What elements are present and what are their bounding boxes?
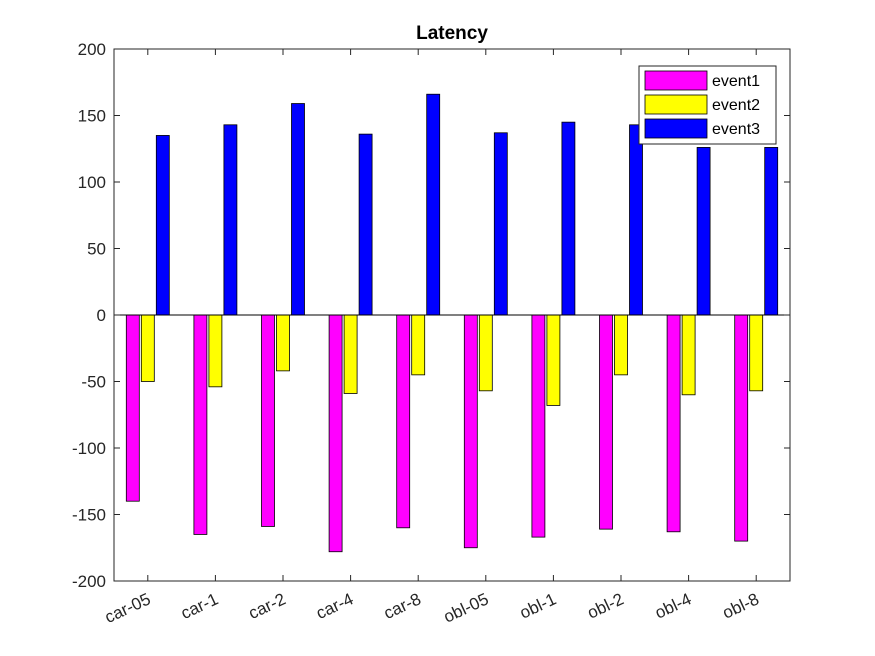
legend-swatch-event2	[644, 94, 708, 115]
bar-event1-car-4	[328, 314, 343, 553]
bar-event2-car-4	[343, 314, 358, 394]
bar-event3-car-2	[291, 103, 305, 316]
bar-event1-obl-1	[531, 314, 546, 538]
y-tick-label: 200	[78, 40, 106, 59]
bar-event1-car-1	[193, 314, 208, 535]
legend-label-event1: event1	[712, 73, 760, 90]
bar-event2-car-05	[140, 314, 155, 382]
bar-event2-obl-2	[614, 314, 628, 376]
bars-layer	[125, 93, 779, 553]
bar-event2-car-1	[208, 314, 223, 388]
y-tick-label: 100	[78, 173, 106, 192]
y-tick-label: 50	[87, 240, 106, 259]
legend-label-event2: event2	[712, 97, 760, 114]
bar-event3-obl-05	[493, 132, 508, 316]
bar-event1-obl-2	[599, 314, 613, 530]
bar-event1-car-2	[261, 314, 275, 527]
bar-event2-obl-1	[546, 314, 561, 406]
bar-event2-obl-8	[749, 314, 764, 392]
chart-title: Latency	[416, 23, 488, 44]
y-tick-label: -200	[72, 572, 106, 591]
legend-swatch-event1	[644, 70, 708, 91]
y-tick-label: -50	[81, 373, 106, 392]
y-tick-label: 0	[97, 306, 106, 325]
legend-label-event3: event3	[712, 121, 760, 138]
bar-event2-obl-05	[478, 314, 493, 392]
bar-event3-car-1	[223, 124, 238, 316]
y-tick-label: -150	[72, 506, 106, 525]
legend-swatch-event3	[644, 118, 708, 139]
y-tick-label: -100	[72, 439, 106, 458]
bar-event1-obl-05	[463, 314, 478, 549]
bar-event3-car-05	[155, 135, 170, 316]
bar-event2-car-8	[411, 314, 426, 376]
bar-event3-car-4	[358, 133, 373, 316]
bar-event2-obl-4	[681, 314, 696, 396]
y-tick-label: 150	[78, 107, 106, 126]
bar-event2-car-2	[276, 314, 290, 372]
bar-event3-obl-4	[696, 147, 711, 316]
bar-event3-car-8	[426, 93, 441, 316]
bar-event1-obl-4	[666, 314, 681, 533]
bar-event1-obl-8	[734, 314, 749, 542]
legend: event1 event2 event3	[638, 65, 777, 145]
y-axis: -200 -150 -100 -50 0 50 100 150 200	[72, 40, 790, 591]
bar-event1-car-8	[396, 314, 411, 529]
bar-event3-obl-1	[561, 121, 576, 316]
bar-event1-car-05	[125, 314, 140, 502]
bar-event3-obl-2	[629, 124, 643, 316]
bar-event3-obl-8	[764, 147, 779, 316]
